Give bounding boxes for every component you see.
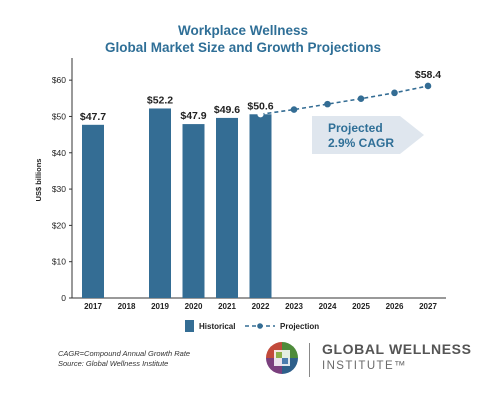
x-tick-label: 2026	[386, 302, 404, 311]
bar-2019	[149, 108, 171, 298]
y-tick-label: $50	[52, 111, 66, 121]
footnote: CAGR=Compound Annual Growth Rate Source:…	[58, 349, 190, 369]
projection-point	[357, 95, 365, 102]
bar-2017	[82, 124, 104, 298]
bar-2020	[182, 124, 205, 298]
legend-projection-label: Projection	[280, 322, 319, 331]
data-label-2022: $50.6	[247, 100, 273, 112]
projection-point	[257, 111, 264, 118]
x-tick-label: 2025	[352, 302, 370, 311]
logo-divider	[309, 343, 310, 377]
y-tick-label: $40	[52, 148, 66, 158]
y-tick-label: 0	[61, 293, 66, 303]
footnote-cagr: CAGR=Compound Annual Growth Rate	[58, 349, 191, 358]
projection-annotation-line1: Projected	[328, 121, 383, 135]
legend-historical-label: Historical	[199, 322, 235, 331]
y-tick-label: $30	[52, 184, 66, 194]
data-label-2021: $49.6	[214, 104, 240, 116]
x-tick-label: 2020	[185, 302, 203, 311]
projection-point	[424, 82, 432, 90]
data-label-2017: $47.7	[80, 111, 106, 123]
bar-2022	[249, 114, 272, 298]
projection-line	[260, 85, 429, 116]
projection-arrow-shape	[312, 116, 424, 154]
logo-text-line2: INSTITUTE™	[322, 360, 407, 372]
data-label-2019: $52.2	[147, 94, 173, 106]
chart-title-line2: Global Market Size and Growth Projection…	[104, 40, 382, 55]
legend-historical-swatch	[185, 320, 194, 332]
x-tick-label: 2023	[285, 302, 303, 311]
x-tick-label: 2022	[252, 302, 270, 311]
projection-point	[391, 89, 398, 97]
logo-text: GLOBAL WELLNESS INSTITUTE™	[322, 341, 472, 375]
x-tick-label: 2019	[151, 302, 169, 311]
chart-title-line1: Workplace Wellness	[177, 23, 309, 38]
x-tick-label: 2017	[84, 302, 102, 311]
logo-text-line1: GLOBAL WELLNESS	[322, 341, 472, 357]
global-wellness-institute-logo-icon	[266, 342, 298, 374]
legend-projection-marker	[257, 323, 263, 329]
footnote-source: Source: Global Wellness Institute	[58, 359, 169, 368]
y-tick-label: $20	[52, 220, 66, 230]
x-tick-label: 2024	[319, 302, 337, 311]
data-label-2020: $47.9	[180, 110, 206, 122]
projection-annotation-line2: 2.9% CAGR	[328, 136, 394, 150]
bar-2021	[216, 117, 238, 298]
x-tick-label: 2018	[118, 302, 136, 311]
chart-title: Workplace Wellness Global Market Size an…	[0, 22, 486, 56]
projection-end-label: $58.4	[415, 69, 441, 81]
projection-point	[290, 106, 298, 113]
projection-point	[324, 100, 331, 108]
y-tick-label: $10	[52, 257, 66, 267]
x-tick-label: 2021	[218, 302, 236, 311]
x-tick-label: 2027	[419, 302, 437, 311]
y-axis-title: US$ billions	[34, 159, 43, 202]
y-tick-label: $60	[52, 75, 66, 85]
